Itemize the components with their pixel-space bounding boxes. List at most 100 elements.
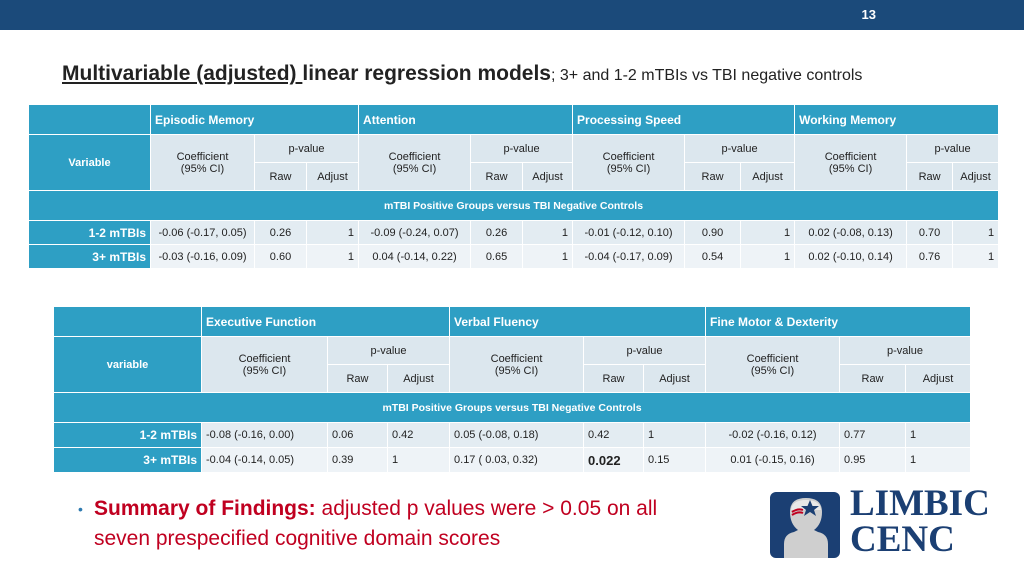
table-cell: 1 <box>386 447 451 473</box>
table-cell: 0.70 <box>906 220 954 245</box>
table-cell: 0.39 <box>327 447 388 473</box>
adjust-header: Adjust <box>740 162 796 191</box>
domain-attention: Attention <box>358 104 574 135</box>
row-label: 1-2 mTBIs <box>53 422 202 448</box>
table-cell: -0.08 (-0.16, 0.00) <box>201 422 328 448</box>
table-cell: 0.76 <box>906 244 954 269</box>
raw-header: Raw <box>327 364 388 393</box>
logo-text: LIMBIC CENC <box>850 483 990 560</box>
logo-stripe-1 <box>791 508 804 513</box>
variable-header: Variable <box>28 134 151 191</box>
domain-fine-motor-dexterity: Fine Motor & Dexterity <box>705 306 972 337</box>
domain-episodic-memory: Episodic Memory <box>149 104 360 135</box>
table-cell: 0.77 <box>839 422 907 448</box>
table-cell: -0.03 (-0.16, 0.09) <box>150 244 255 269</box>
adjust-header: Adjust <box>952 162 1000 191</box>
table-cell: 0.54 <box>684 244 742 269</box>
summary-line-1: Summary of Findings: adjusted p values w… <box>94 494 657 524</box>
table-cell: 0.17 ( 0.03, 0.32) <box>449 447 585 473</box>
table-cell: 0.01 (-0.15, 0.16) <box>705 447 841 473</box>
title-bold: linear regression models <box>302 62 551 85</box>
raw-header: Raw <box>906 162 954 191</box>
star-icon <box>801 500 819 516</box>
limbic-cenc-logo-icon <box>770 492 840 558</box>
summary-label: Summary of Findings: <box>94 497 316 520</box>
table-cell: 1 <box>952 244 1000 269</box>
raw-header: Raw <box>684 162 742 191</box>
raw-header: Raw <box>470 162 524 191</box>
pvalue-header: p-value <box>839 336 972 365</box>
table-cell: 0.05 (-0.08, 0.18) <box>449 422 585 448</box>
table-cell: 1 <box>305 244 360 269</box>
table-cell: 0.65 <box>470 244 524 269</box>
table-cell: 0.95 <box>839 447 907 473</box>
table-cell: 0.06 <box>327 422 388 448</box>
title-underlined: Multivariable (adjusted) <box>62 62 303 85</box>
section-label: mTBI Positive Groups versus TBI Negative… <box>52 392 972 423</box>
table-cell: 0.02 (-0.08, 0.13) <box>794 220 908 245</box>
coef-header: Coefficient (95% CI) <box>705 336 841 393</box>
adjust-header: Adjust <box>905 364 972 393</box>
section-label: mTBI Positive Groups versus TBI Negative… <box>27 190 1000 221</box>
raw-header: Raw <box>254 162 307 191</box>
variable-header: variable <box>53 336 202 393</box>
header-blank <box>28 104 151 135</box>
summary-line-2: seven prespecified cognitive domain scor… <box>94 527 501 550</box>
adjust-header: Adjust <box>643 364 707 393</box>
table-cell: 1 <box>305 220 360 245</box>
table-cell: 0.26 <box>254 220 307 245</box>
logo-line-2: CENC <box>850 519 955 560</box>
table-row: 3+ mTBIs -0.04 (-0.14, 0.05) 0.39 1 0.17… <box>53 447 972 473</box>
pvalue-header: p-value <box>470 134 574 163</box>
coef-header: Coefficient (95% CI) <box>449 336 585 393</box>
title-subtitle: ; 3+ and 1-2 mTBIs vs TBI negative contr… <box>550 67 863 84</box>
logo-stripe-2 <box>791 511 804 516</box>
domain-processing-speed: Processing Speed <box>572 104 796 135</box>
coef-header: Coefficient (95% CI) <box>794 134 908 191</box>
table-cell: 0.60 <box>254 244 307 269</box>
row-label: 3+ mTBIs <box>28 244 151 269</box>
table-cell: 1 <box>952 220 1000 245</box>
pvalue-header: p-value <box>684 134 796 163</box>
table-cell: 1 <box>905 447 972 473</box>
table-cell: -0.02 (-0.16, 0.12) <box>705 422 841 448</box>
table-cell: -0.09 (-0.24, 0.07) <box>358 220 472 245</box>
logo-line-1: LIMBIC <box>850 483 990 524</box>
table-cell: 0.02 (-0.10, 0.14) <box>794 244 908 269</box>
table-cell: -0.04 (-0.14, 0.05) <box>201 447 328 473</box>
table-cell: 0.15 <box>643 447 707 473</box>
adjust-header: Adjust <box>305 162 360 191</box>
table-row: 3+ mTBIs -0.03 (-0.16, 0.09) 0.60 1 0.04… <box>28 244 1000 269</box>
regression-table-1: Episodic Memory Attention Processing Spe… <box>27 104 1000 269</box>
table-cell: 1 <box>522 244 574 269</box>
top-banner: 13 <box>0 0 1024 30</box>
table-cell: 1 <box>643 422 707 448</box>
coef-header: Coefficient (95% CI) <box>572 134 686 191</box>
pvalue-header: p-value <box>906 134 1000 163</box>
slide-number: 13 <box>861 7 876 22</box>
row-label: 3+ mTBIs <box>53 447 202 473</box>
table-cell: -0.04 (-0.17, 0.09) <box>572 244 686 269</box>
table-row: 1-2 mTBIs -0.06 (-0.17, 0.05) 0.26 1 -0.… <box>28 220 1000 245</box>
table-cell: 1 <box>905 422 972 448</box>
header-blank <box>53 306 202 337</box>
raw-header: Raw <box>583 364 645 393</box>
slide-title: Multivariable (adjusted) linear regressi… <box>62 62 862 86</box>
table-row: 1-2 mTBIs -0.08 (-0.16, 0.00) 0.06 0.42 … <box>53 422 972 448</box>
pvalue-header: p-value <box>253 134 360 163</box>
coef-header: Coefficient (95% CI) <box>358 134 472 191</box>
table-cell: 1 <box>740 244 796 269</box>
domain-verbal-fluency: Verbal Fluency <box>449 306 707 337</box>
row-label: 1-2 mTBIs <box>28 220 151 245</box>
table-cell: 0.42 <box>583 422 645 448</box>
regression-table-2: Executive Function Verbal Fluency Fine M… <box>52 306 972 473</box>
table-cell: 0.26 <box>470 220 524 245</box>
pvalue-header: p-value <box>583 336 707 365</box>
table-cell: 0.42 <box>386 422 451 448</box>
table-cell: -0.06 (-0.17, 0.05) <box>150 220 255 245</box>
domain-executive-function: Executive Function <box>200 306 451 337</box>
table-cell: -0.01 (-0.12, 0.10) <box>572 220 686 245</box>
table-cell: 0.04 (-0.14, 0.22) <box>358 244 472 269</box>
raw-header: Raw <box>839 364 907 393</box>
pvalue-header: p-value <box>326 336 451 365</box>
